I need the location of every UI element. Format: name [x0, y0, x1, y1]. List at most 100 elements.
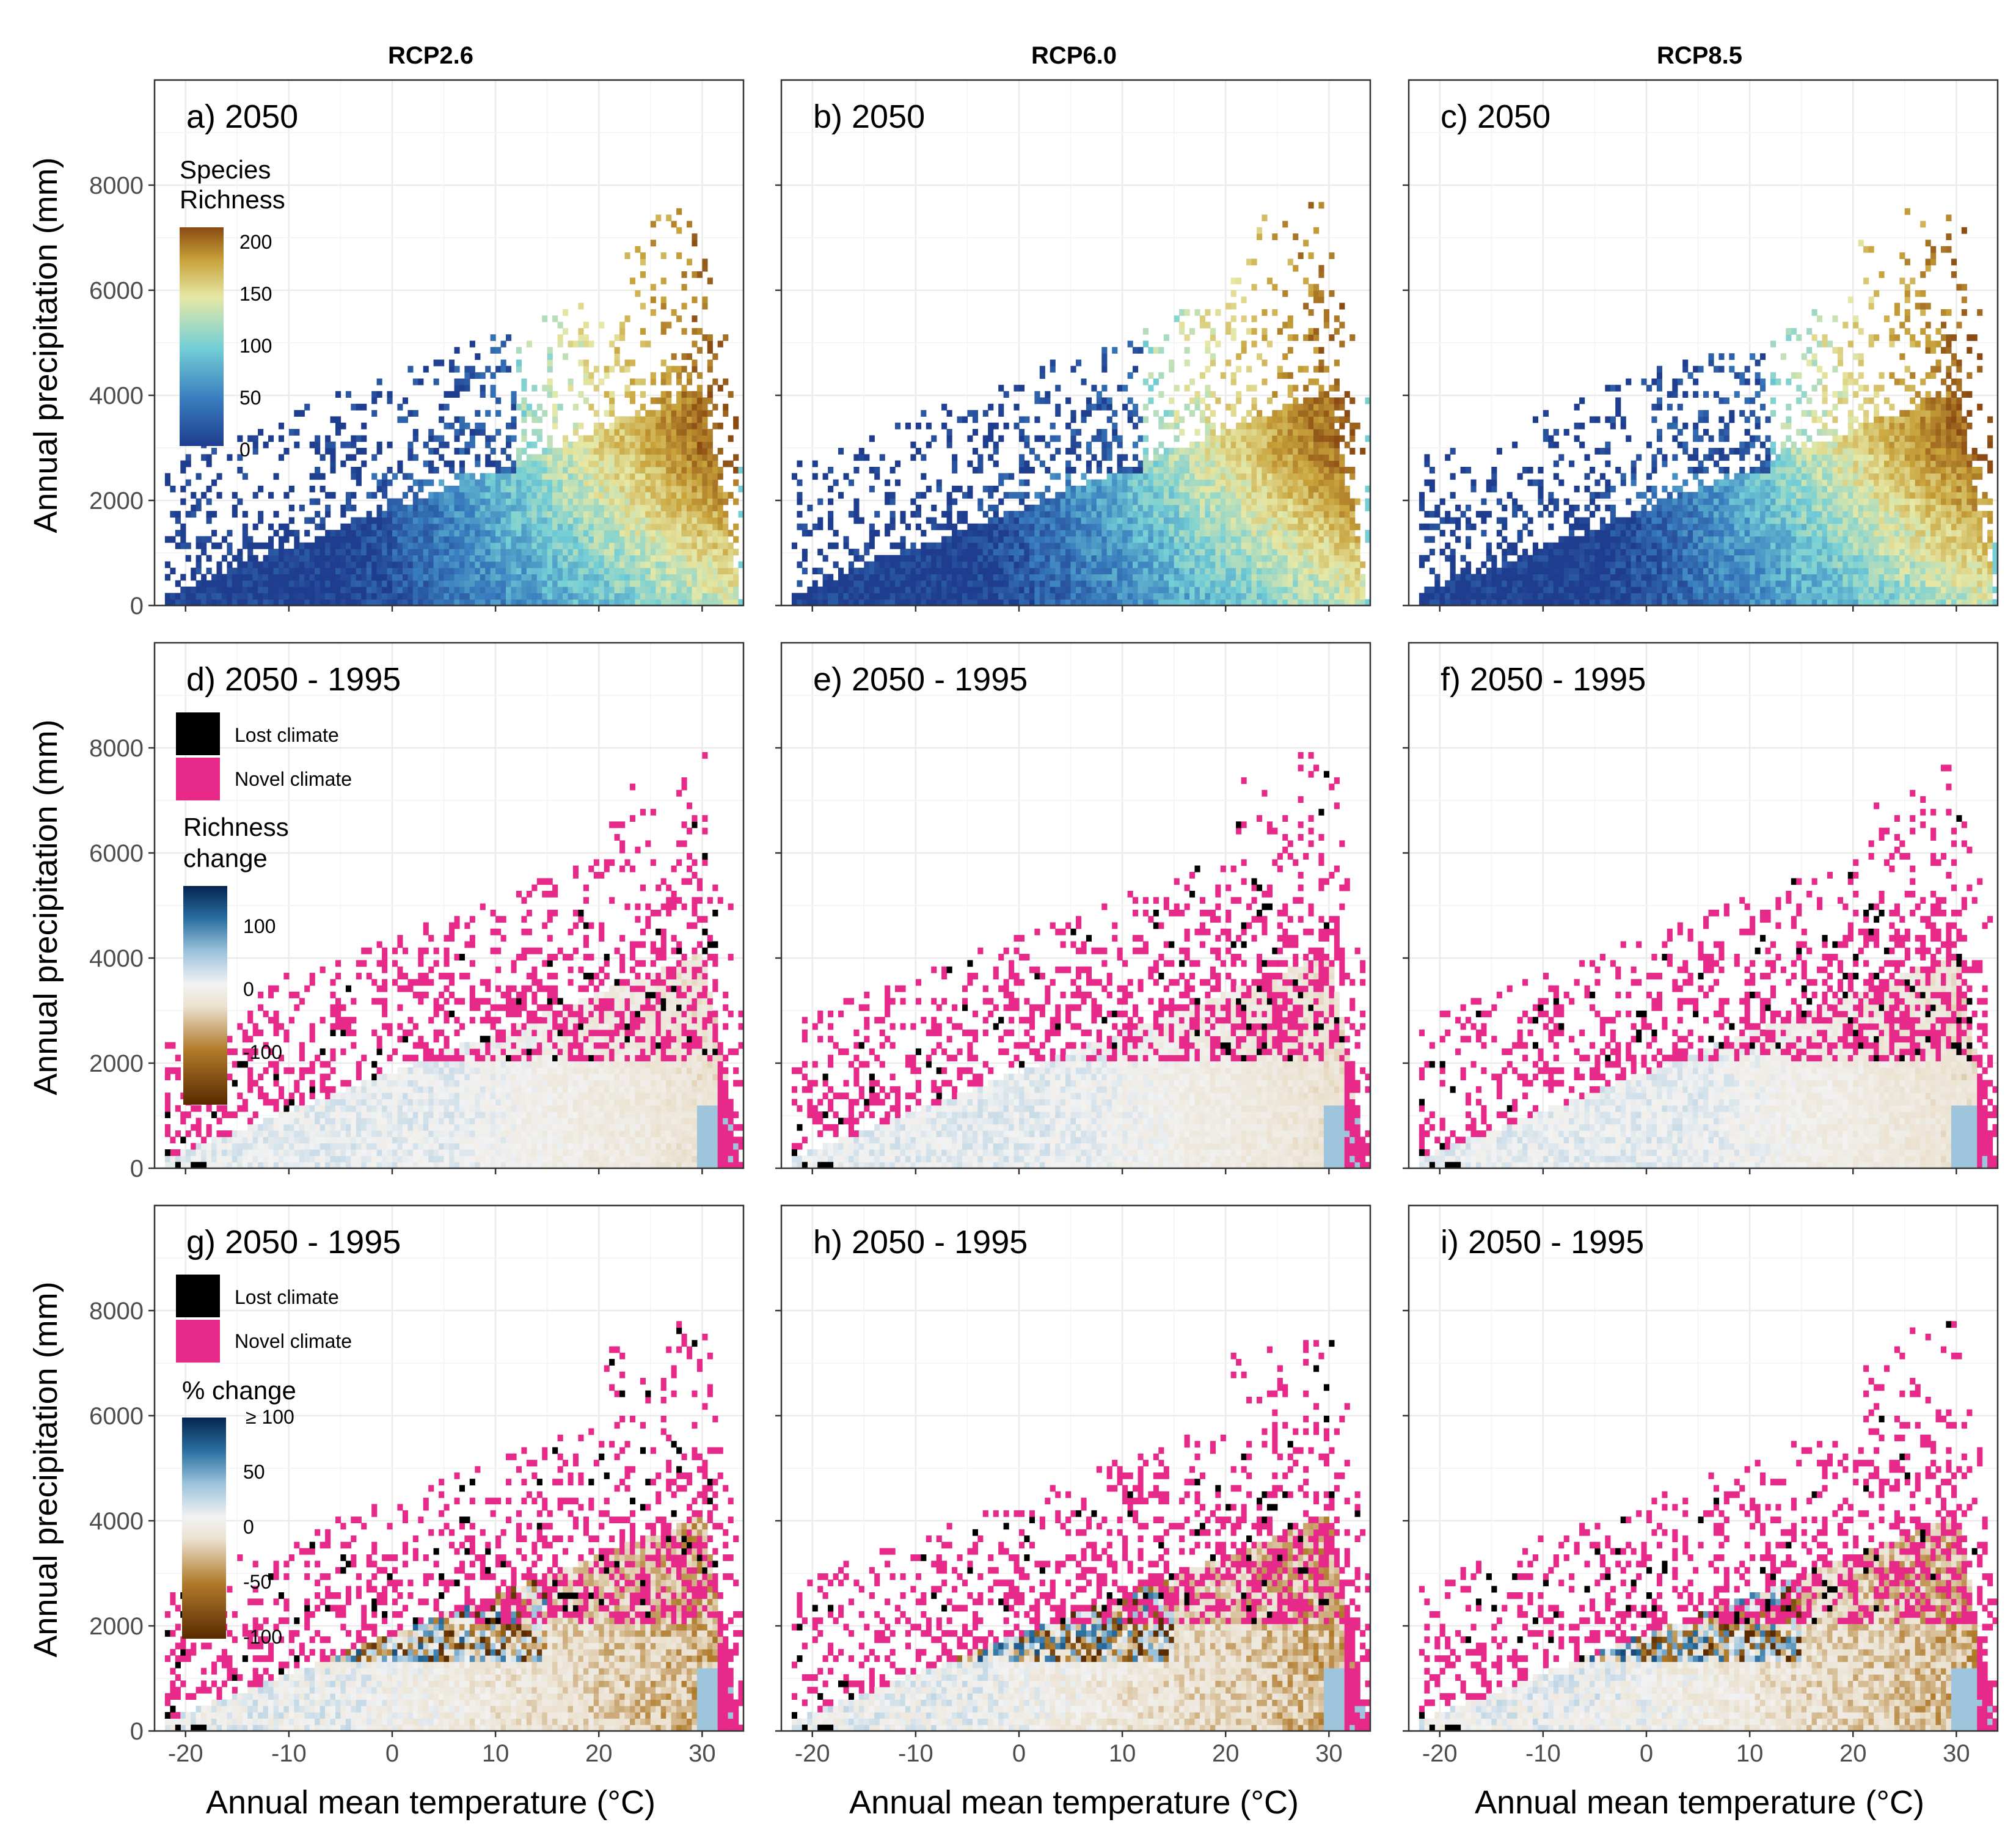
- heatmap-cell: [1106, 504, 1112, 511]
- heatmap-cell: [382, 492, 388, 499]
- heatmap-cell: [599, 549, 605, 555]
- heatmap-cell: [1308, 580, 1314, 587]
- heatmap-cell: [1287, 384, 1293, 392]
- heatmap-cell: [542, 485, 548, 492]
- heatmap-cell: [371, 517, 378, 524]
- heatmap-cell: [1287, 511, 1293, 518]
- heatmap-cell: [397, 536, 403, 543]
- heatmap-cell: [588, 473, 594, 480]
- heatmap-cell: [993, 587, 999, 593]
- heatmap-cell: [1148, 555, 1154, 562]
- heatmap-cell: [738, 599, 744, 606]
- heatmap-cell: [931, 542, 937, 549]
- heatmap-cell: [1117, 568, 1123, 574]
- heatmap-cell: [1039, 517, 1045, 524]
- heatmap-cell: [1029, 517, 1035, 524]
- heatmap-cell: [1215, 473, 1221, 480]
- heatmap-cell: [931, 549, 937, 555]
- heatmap-cell: [475, 580, 481, 587]
- heatmap-cell: [650, 410, 656, 417]
- heatmap-cell: [439, 479, 445, 486]
- heatmap-cell: [531, 593, 538, 600]
- heatmap-cell: [1106, 599, 1112, 606]
- heatmap-cell: [315, 511, 321, 518]
- heatmap-cell: [531, 504, 538, 511]
- heatmap-cell: [1076, 561, 1082, 568]
- heatmap-cell: [1303, 517, 1309, 524]
- heatmap-cell: [1225, 441, 1232, 448]
- heatmap-cell: [1251, 403, 1257, 411]
- heatmap-cell: [676, 410, 682, 417]
- heatmap-cell: [1096, 435, 1102, 442]
- heatmap-cell: [475, 460, 481, 467]
- heatmap-cell: [1055, 504, 1061, 511]
- heatmap-cell: [645, 542, 651, 549]
- heatmap-cell: [1179, 511, 1185, 518]
- heatmap-cell: [1148, 504, 1154, 511]
- heatmap-cell: [1277, 454, 1283, 461]
- heatmap-cell: [583, 359, 589, 367]
- heatmap-cell: [696, 416, 703, 423]
- heatmap-cell: [619, 536, 626, 543]
- heatmap-cell: [552, 523, 558, 530]
- heatmap-cell: [1142, 492, 1149, 499]
- heatmap-cell: [681, 403, 687, 411]
- heatmap-cell: [1050, 454, 1056, 461]
- heatmap-cell: [449, 511, 455, 518]
- heatmap-cell: [583, 580, 589, 587]
- heatmap-cell: [242, 574, 248, 581]
- heatmap-cell: [1009, 587, 1015, 593]
- heatmap-cell: [687, 485, 693, 492]
- x-axis-title-col3: Annual mean temperature (°C): [1475, 1784, 1924, 1821]
- heatmap-cell: [232, 580, 238, 587]
- heatmap-cell: [278, 561, 284, 568]
- heatmap-cells: [164, 208, 744, 606]
- heatmap-cell: [516, 574, 522, 581]
- heatmap-cell: [671, 410, 677, 417]
- heatmap-cell: [593, 429, 599, 436]
- heatmap-cell: [1013, 422, 1020, 430]
- heatmap-cell: [335, 536, 341, 543]
- heatmap-cell: [936, 593, 942, 600]
- heatmap-cell: [325, 561, 331, 568]
- heatmap-cell: [376, 523, 382, 530]
- heatmap-cell: [895, 568, 901, 574]
- heatmap-cell: [495, 485, 502, 492]
- heatmap-cell: [982, 485, 988, 492]
- heatmap-cell: [412, 549, 418, 555]
- heatmap-cell: [1293, 448, 1299, 455]
- heatmap-cell: [1024, 435, 1030, 442]
- heatmap-cell: [315, 574, 321, 581]
- heatmap-cell: [1158, 441, 1164, 448]
- heatmap-cell: [1133, 530, 1139, 537]
- heatmap-cell: [206, 568, 212, 574]
- heatmap-cell: [988, 523, 994, 530]
- heatmap-cell: [1225, 542, 1232, 549]
- heatmap-cell: [1076, 587, 1082, 593]
- heatmap-cell: [345, 441, 351, 448]
- heatmap-cell: [542, 511, 548, 518]
- heatmap-cell: [563, 542, 569, 549]
- heatmap-cell: [588, 549, 594, 555]
- heatmap-cell: [407, 580, 414, 587]
- heatmap-cell: [630, 568, 636, 574]
- heatmap-cell: [593, 448, 599, 455]
- heatmap-cell: [604, 549, 610, 555]
- heatmap-cell: [1065, 473, 1072, 480]
- heatmap-cell: [397, 580, 403, 587]
- heatmap-cell: [237, 561, 243, 568]
- heatmap-cell: [1184, 492, 1190, 499]
- heatmap-cell: [1055, 448, 1061, 455]
- heatmap-cell: [521, 473, 527, 480]
- heatmap-cell: [1251, 568, 1257, 574]
- heatmap-cell: [1282, 492, 1288, 499]
- heatmap-cell: [557, 530, 563, 537]
- heatmap-cell: [645, 340, 651, 348]
- heatmap-cell: [1034, 555, 1040, 562]
- heatmap-cell: [526, 454, 532, 461]
- heatmap-cell: [526, 523, 532, 530]
- heatmap-cell: [252, 441, 258, 448]
- heatmap-cell: [195, 593, 202, 600]
- heatmap-cell: [423, 542, 429, 549]
- heatmap-cell: [309, 568, 315, 574]
